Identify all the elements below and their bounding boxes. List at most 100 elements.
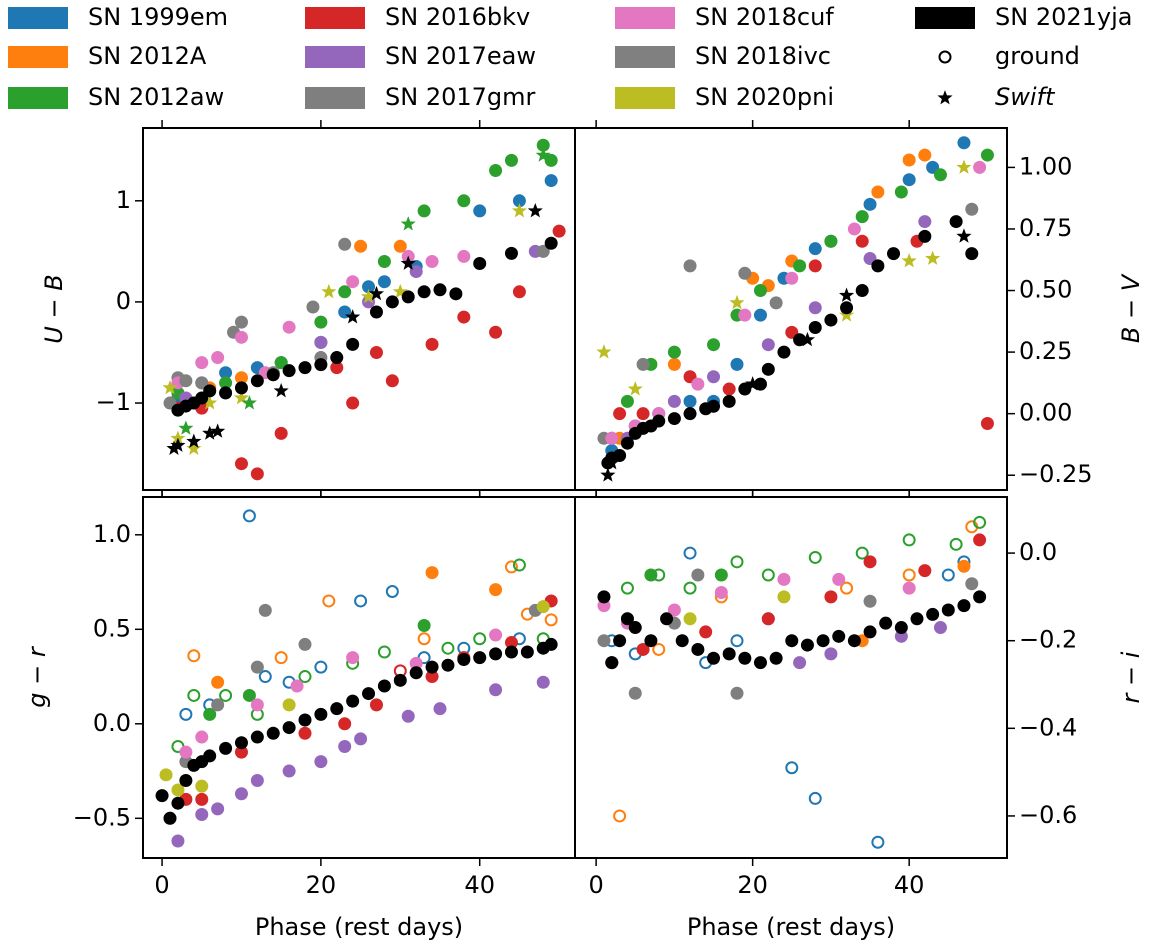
legend-swatch (305, 7, 365, 29)
point (489, 628, 503, 642)
point (354, 732, 368, 746)
y-tick-label: −0.4 (1019, 713, 1077, 741)
point (266, 726, 280, 740)
point (933, 621, 947, 635)
open-marker (730, 634, 744, 648)
frame (574, 127, 1008, 491)
point (234, 745, 248, 759)
point (346, 651, 360, 665)
point (597, 590, 611, 604)
point (425, 670, 439, 684)
open-marker (179, 707, 193, 721)
point (800, 638, 814, 652)
points (596, 136, 994, 482)
point (863, 197, 877, 211)
y-tick-label: 0.50 (1019, 276, 1072, 304)
point (941, 603, 955, 617)
point (417, 619, 431, 633)
point (544, 174, 558, 188)
point (613, 449, 627, 463)
y-tick-label: 0.75 (1019, 214, 1072, 242)
frame (142, 496, 576, 859)
point (298, 361, 312, 375)
point (777, 572, 791, 586)
point (195, 792, 209, 806)
point (258, 603, 272, 617)
point (620, 612, 634, 626)
point (338, 717, 352, 731)
point (863, 555, 877, 569)
point (863, 625, 877, 639)
point (636, 357, 650, 371)
y-tick-label: 1.00 (1019, 152, 1072, 180)
point (918, 148, 932, 162)
point (722, 647, 736, 661)
point (871, 259, 885, 273)
point (457, 310, 471, 324)
star-marker (186, 433, 202, 448)
legend-swatch (615, 7, 675, 29)
legend-label: SN 2021yja (995, 3, 1132, 31)
point (753, 284, 767, 298)
point (832, 572, 846, 586)
point (409, 666, 423, 680)
legend-label: SN 2012aw (88, 83, 224, 111)
point (965, 577, 979, 591)
open-marker (652, 642, 666, 656)
point (250, 374, 264, 388)
x-tick-label: 20 (306, 871, 337, 899)
point (401, 290, 415, 304)
point (441, 658, 455, 672)
panel: −1 0 1 U − B (40, 120, 576, 498)
point (274, 356, 288, 370)
star-marker (604, 454, 620, 470)
point (219, 376, 233, 390)
point (195, 356, 209, 370)
point (234, 381, 248, 395)
y-tick-label: 0 (116, 287, 131, 315)
point (314, 335, 328, 349)
point (314, 707, 328, 721)
point (691, 377, 705, 391)
point (777, 345, 791, 359)
point (918, 215, 932, 229)
point (473, 651, 487, 665)
point (489, 325, 503, 339)
point (949, 215, 963, 229)
y-tick-label: −0.25 (1019, 460, 1093, 488)
point (512, 285, 526, 299)
point (973, 160, 987, 174)
point (902, 581, 916, 595)
y-axis-label: B − V (1117, 273, 1145, 343)
star-marker (210, 423, 226, 438)
point (298, 713, 312, 727)
star-marker (511, 202, 527, 218)
point (425, 660, 439, 674)
point (918, 564, 932, 578)
open-marker (258, 670, 272, 684)
legend-swatch (305, 46, 365, 68)
point (894, 621, 908, 635)
point (840, 301, 854, 315)
point (714, 568, 728, 582)
point (667, 345, 681, 359)
y-tick-label: 0.00 (1019, 399, 1072, 427)
point (761, 338, 775, 352)
point (489, 583, 503, 597)
star-marker (627, 381, 643, 396)
open-marker (354, 594, 368, 608)
legend-label: Swift (995, 83, 1056, 111)
point (377, 275, 391, 289)
point (620, 436, 634, 450)
legend-label: SN 2012A (88, 42, 207, 70)
legend-label: SN 2018cuf (695, 3, 834, 31)
y-tick-label: 0.0 (93, 709, 131, 737)
point (793, 656, 807, 670)
y-tick-label: −0.2 (1019, 626, 1077, 654)
point (290, 679, 304, 693)
point (847, 634, 861, 648)
point (171, 796, 185, 810)
y-tick-label: −0.6 (1019, 801, 1077, 829)
point (425, 566, 439, 580)
